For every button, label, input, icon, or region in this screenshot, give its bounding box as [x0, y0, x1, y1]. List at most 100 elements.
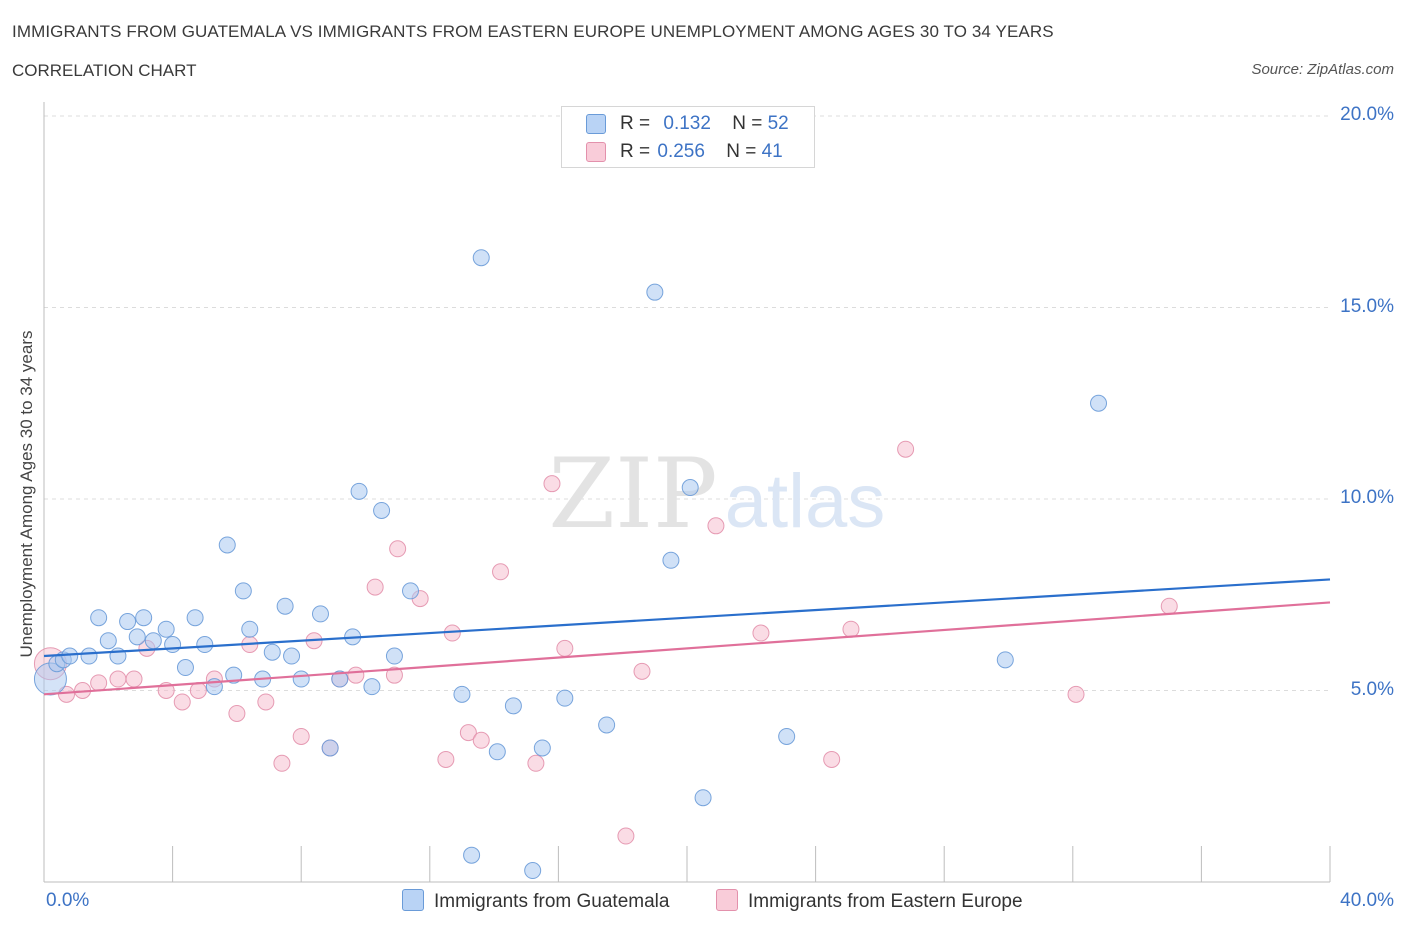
- data-point: [80, 647, 98, 665]
- data-point: [225, 666, 243, 684]
- data-point: [90, 674, 108, 692]
- data-point: [292, 670, 310, 688]
- source-label: Source: ZipAtlas.com: [1251, 61, 1394, 78]
- data-point: [331, 670, 349, 688]
- bottom-legend-label-eastern-europe: Immigrants from Eastern Europe: [748, 891, 1023, 912]
- data-point: [533, 739, 551, 757]
- data-point: [90, 609, 108, 627]
- bottom-legend-swatch-guatemala: [402, 889, 424, 911]
- data-point: [276, 597, 294, 615]
- y-tick-label: 5.0%: [1350, 678, 1394, 700]
- data-point: [681, 479, 699, 497]
- data-point: [543, 475, 561, 493]
- data-point: [186, 609, 204, 627]
- data-point: [366, 578, 384, 596]
- data-point: [144, 632, 162, 650]
- trend-lines: [43, 578, 1331, 696]
- data-point: [173, 693, 191, 711]
- data-point: [196, 636, 214, 654]
- trend-line-eastern-europe: [43, 601, 1331, 696]
- trend-line-guatemala: [43, 578, 1331, 658]
- data-point: [385, 666, 403, 684]
- legend-swatch-guatemala: [586, 114, 606, 134]
- watermark-atlas: atlas: [725, 459, 886, 544]
- axes: [43, 102, 1331, 883]
- data-point: [228, 704, 246, 722]
- bottom-legend-swatch-eastern-europe: [716, 889, 738, 911]
- data-point: [218, 536, 236, 554]
- legend-r-value-guatemala: 0.132: [663, 113, 711, 134]
- data-point: [897, 440, 915, 458]
- data-point: [617, 827, 635, 845]
- bottom-legend-label-guatemala: Immigrants from Guatemala: [434, 891, 670, 912]
- series-eastern-europe: [33, 440, 1178, 845]
- data-point: [556, 639, 574, 657]
- data-point: [752, 624, 770, 642]
- data-point: [1090, 394, 1108, 412]
- data-point: [385, 647, 403, 665]
- data-point: [99, 632, 117, 650]
- data-point: [109, 670, 127, 688]
- data-point: [842, 620, 860, 638]
- data-point: [524, 862, 542, 880]
- data-point: [283, 647, 301, 665]
- legend-r-label: R =: [620, 113, 651, 134]
- data-point: [350, 482, 368, 500]
- data-point: [311, 605, 329, 623]
- data-point: [662, 551, 680, 569]
- gridlines: [44, 115, 1330, 691]
- legend-n-value-guatemala: 52: [767, 113, 789, 134]
- data-point: [241, 620, 259, 638]
- data-point: [347, 666, 365, 684]
- data-point: [823, 750, 841, 768]
- data-point: [633, 662, 651, 680]
- data-point: [694, 789, 712, 807]
- legend-n-label: N =: [732, 113, 763, 134]
- data-point: [996, 651, 1014, 669]
- stats-legend: R = 0.132 N = 52 R = 0.256 N = 41: [561, 106, 815, 168]
- data-point: [488, 743, 506, 761]
- data-point: [459, 724, 477, 742]
- data-point: [527, 754, 545, 772]
- data-point: [1067, 685, 1085, 703]
- data-point: [263, 643, 281, 661]
- data-point: [234, 582, 252, 600]
- data-point: [119, 613, 137, 631]
- data-points: [33, 249, 1178, 880]
- data-point: [292, 727, 310, 745]
- data-point: [389, 540, 407, 558]
- legend-n-label: N =: [726, 141, 757, 162]
- data-point: [598, 716, 616, 734]
- data-point: [504, 697, 522, 715]
- data-point: [257, 693, 275, 711]
- data-point: [556, 689, 574, 707]
- data-point: [189, 682, 207, 699]
- data-point: [373, 501, 391, 519]
- x-tick-label-max: 40.0%: [1340, 890, 1394, 911]
- data-point: [157, 620, 175, 638]
- y-tick-label: 10.0%: [1340, 487, 1394, 508]
- data-point: [492, 563, 510, 581]
- data-point: [437, 750, 455, 768]
- data-point: [128, 628, 146, 646]
- data-point: [164, 636, 182, 654]
- chart-subtitle: CORRELATION CHART: [12, 61, 197, 80]
- legend-n-value-eastern-europe: 41: [761, 141, 783, 162]
- data-point: [176, 659, 194, 677]
- x-tick-label-min: 0.0%: [46, 890, 90, 911]
- legend-r-label: R =: [620, 141, 651, 162]
- series-guatemala: [33, 249, 1108, 880]
- data-point: [707, 517, 725, 535]
- data-point: [61, 647, 79, 665]
- data-point: [135, 609, 153, 627]
- data-point: [273, 754, 291, 772]
- y-tick-label: 15.0%: [1340, 295, 1394, 317]
- legend-r-value-eastern-europe: 0.256: [657, 141, 705, 162]
- data-point: [472, 249, 490, 267]
- bottom-legend-guatemala: Immigrants from Guatemala: [402, 889, 669, 913]
- data-point: [472, 731, 490, 749]
- data-point: [463, 846, 481, 864]
- bottom-legend-eastern-europe: Immigrants from Eastern Europe: [716, 889, 1023, 913]
- data-point: [402, 582, 420, 600]
- data-point: [363, 678, 381, 696]
